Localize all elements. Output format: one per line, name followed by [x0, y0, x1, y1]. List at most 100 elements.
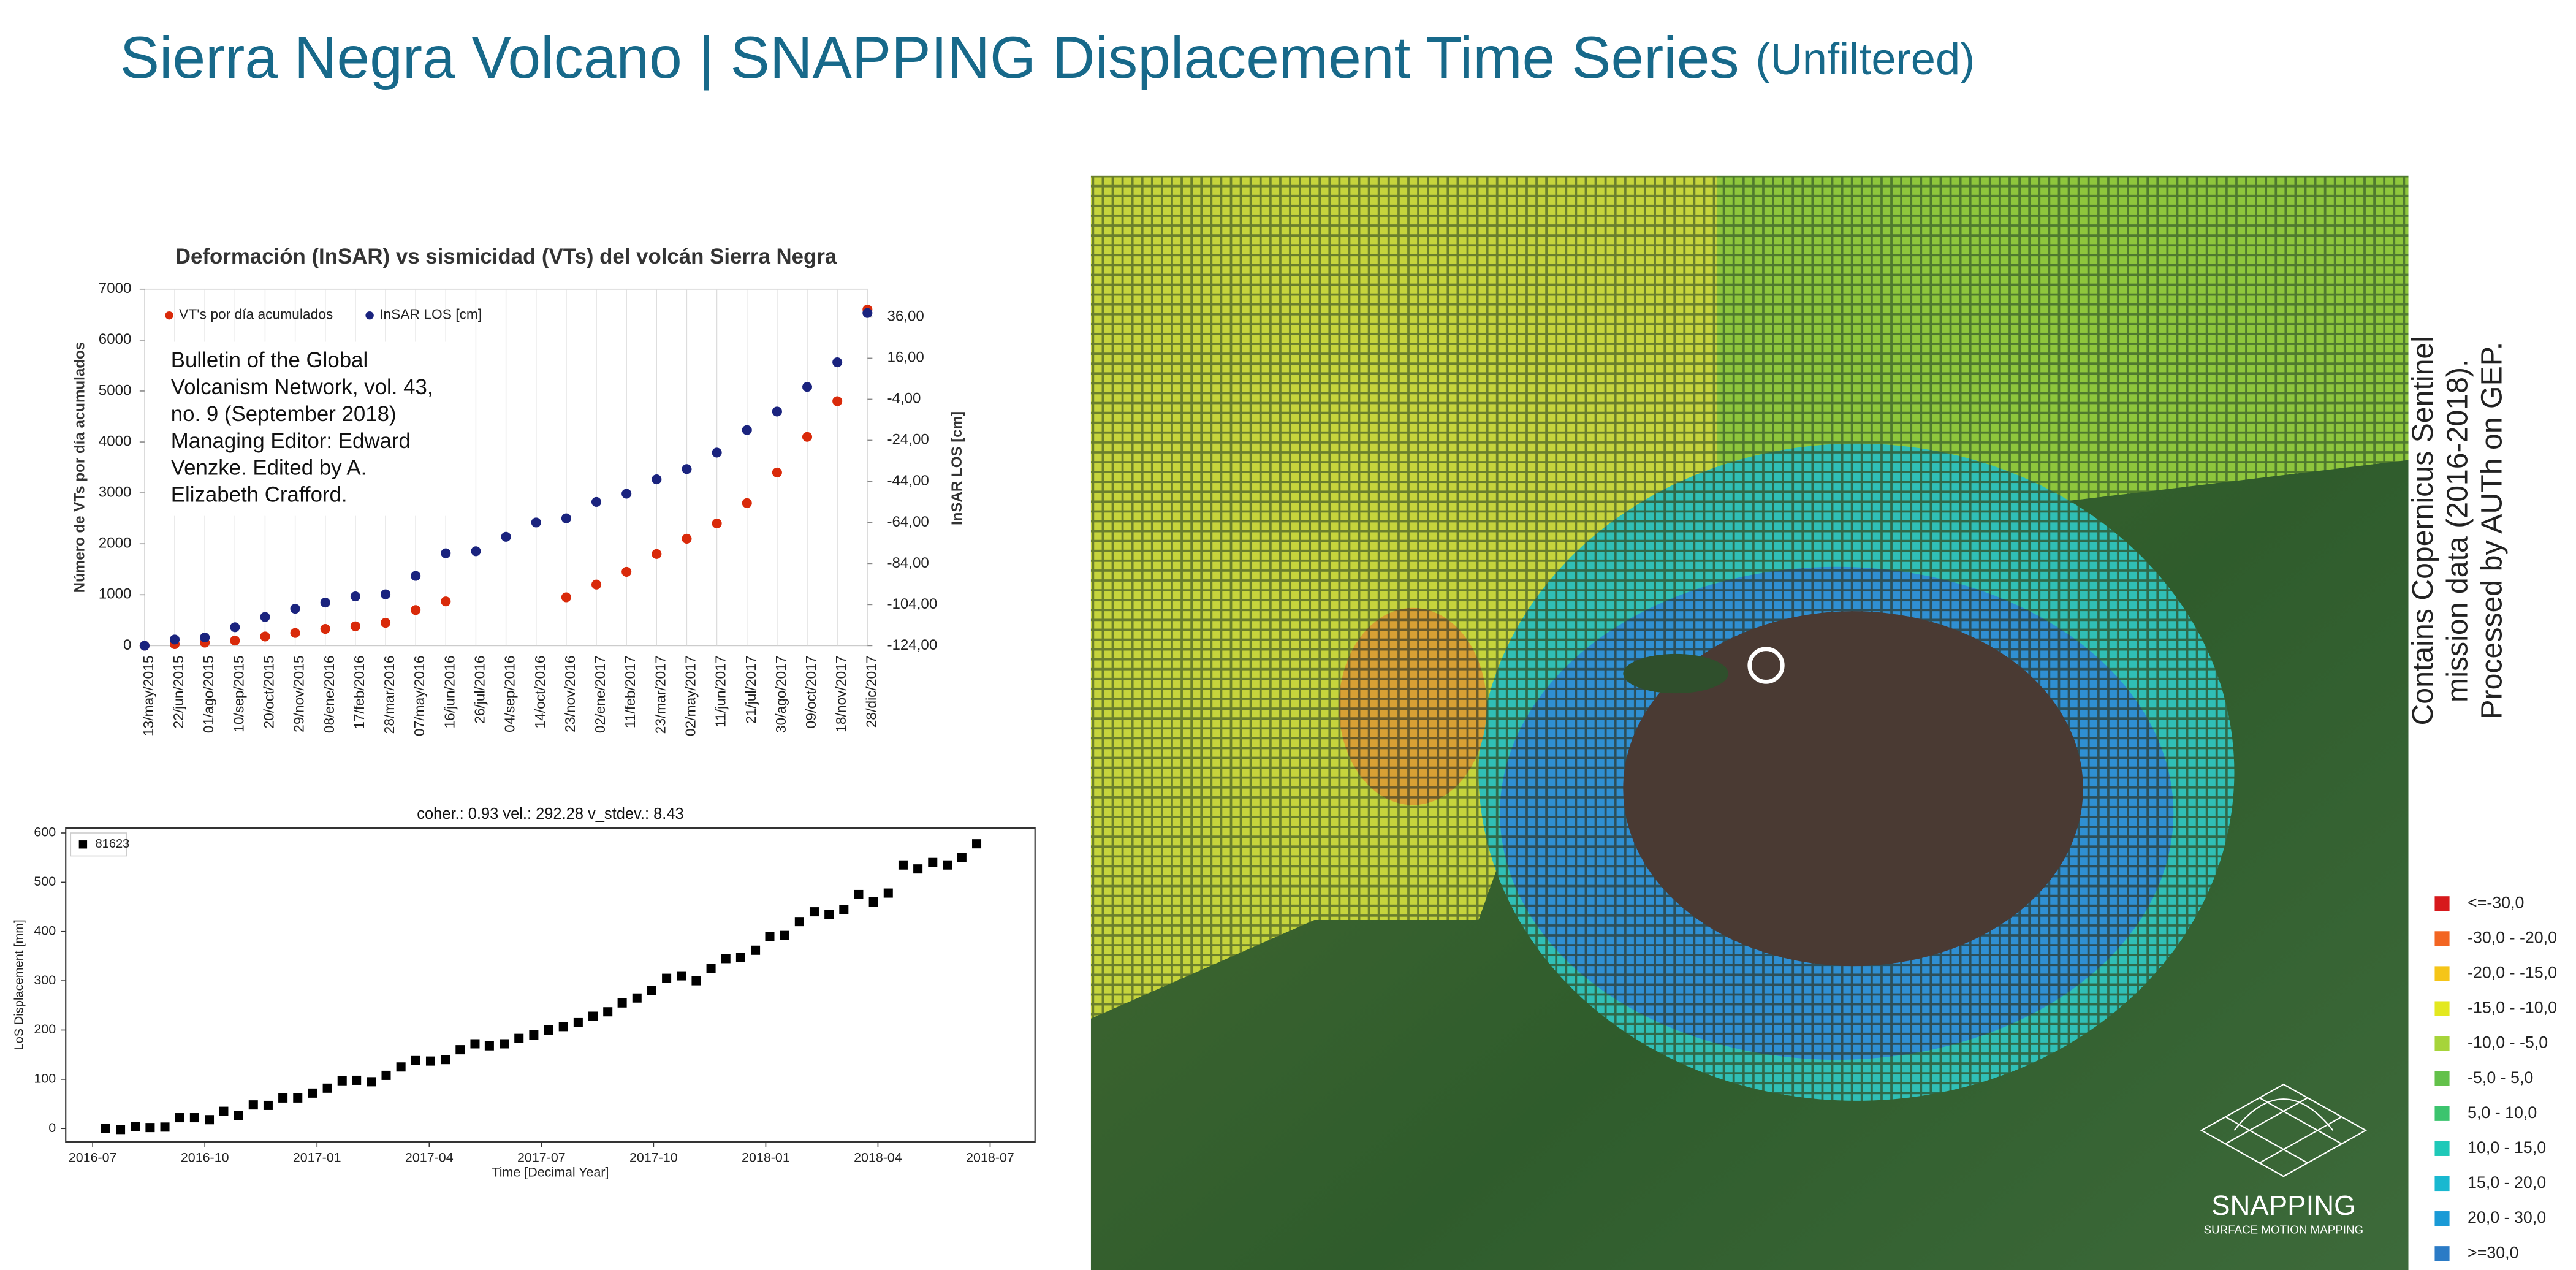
- x-tick-label: 02/ene/2017: [592, 656, 608, 734]
- plot-frame: [65, 827, 1036, 1143]
- data-point: [350, 621, 360, 631]
- y2-tick-label: 36,00: [887, 308, 924, 325]
- data-point: [529, 1030, 539, 1040]
- data-point: [832, 357, 843, 368]
- y-tick-label: 4000: [99, 433, 132, 449]
- data-point: [500, 1039, 509, 1049]
- x-tick-label: 2018-01: [742, 1150, 790, 1165]
- data-point: [290, 628, 300, 638]
- data-point: [772, 406, 782, 417]
- annotation: Venzke. Edited by A.: [171, 456, 367, 480]
- data-point: [712, 518, 722, 529]
- y2-tick-label: -104,00: [887, 596, 937, 612]
- x-tick-label: 2017-10: [629, 1150, 678, 1165]
- slide-title: Sierra Negra Volcano | SNAPPING Displace…: [120, 25, 1975, 91]
- legend-label: 15,0 - 20,0: [2468, 1173, 2546, 1192]
- data-point: [682, 533, 692, 544]
- x-tick-label: 2018-04: [854, 1150, 902, 1165]
- data-point: [691, 976, 701, 986]
- legend-marker: [365, 311, 374, 320]
- data-point: [441, 548, 451, 558]
- chart-title: coher.: 0.93 vel.: 292.28 v_stdev.: 8.43: [417, 805, 683, 823]
- data-point: [662, 973, 672, 983]
- data-point: [647, 986, 656, 995]
- legend-label: >=30,0: [2468, 1243, 2518, 1261]
- y-tick-label: 100: [34, 1071, 56, 1086]
- data-point: [868, 897, 878, 907]
- data-point: [765, 932, 775, 941]
- data-point: [293, 1093, 303, 1103]
- legend-swatch: [2434, 1036, 2450, 1051]
- annotation: Volcanism Network, vol. 43,: [171, 375, 433, 399]
- data-point: [677, 971, 686, 981]
- data-point: [441, 1055, 450, 1065]
- data-point: [561, 513, 571, 523]
- data-point: [632, 993, 642, 1003]
- data-point: [234, 1111, 243, 1120]
- data-point: [802, 382, 813, 392]
- data-point: [561, 592, 571, 603]
- data-point: [380, 617, 391, 628]
- data-point: [308, 1088, 317, 1098]
- y-tick-label: 2000: [99, 535, 132, 552]
- legend-label: 20,0 - 30,0: [2468, 1208, 2546, 1226]
- x-tick-label: 26/jul/2016: [472, 656, 488, 724]
- data-point: [131, 1122, 140, 1131]
- x-tick-label: 2017-04: [405, 1150, 454, 1165]
- data-point: [617, 998, 627, 1008]
- legend-label: VT's por día acumulados: [179, 306, 333, 322]
- data-point: [772, 467, 782, 477]
- data-point: [682, 464, 692, 474]
- data-point: [824, 910, 834, 919]
- y-tick-label: 6000: [99, 331, 132, 348]
- data-point: [603, 1007, 613, 1017]
- data-point: [322, 1083, 332, 1093]
- x-tick-label: 09/oct/2017: [803, 656, 819, 729]
- legend-label: -15,0 - -10,0: [2468, 998, 2557, 1017]
- legend-label: 5,0 - 10,0: [2468, 1103, 2537, 1122]
- legend-label: 10,0 - 15,0: [2468, 1138, 2546, 1157]
- data-point: [573, 1017, 583, 1027]
- x-tick-label: 2017-01: [293, 1150, 341, 1165]
- logo-subtitle: SURFACE MOTION MAPPING: [2204, 1223, 2363, 1236]
- data-point: [832, 396, 843, 406]
- y2-tick-label: -64,00: [887, 514, 929, 530]
- y-tick-label: 200: [34, 1022, 56, 1036]
- y2-tick-label: -84,00: [887, 555, 929, 571]
- data-point: [742, 425, 752, 435]
- data-point: [230, 622, 240, 633]
- data-point: [470, 1039, 480, 1049]
- y2-tick-label: -44,00: [887, 473, 929, 489]
- x-tick-label: 29/nov/2015: [291, 656, 307, 732]
- data-point: [411, 571, 421, 581]
- x-tick-label: 17/feb/2016: [351, 656, 367, 729]
- data-point: [425, 1056, 435, 1066]
- y-axis-label: LoS Displacement [mm]: [12, 919, 26, 1050]
- y-tick-label: 3000: [99, 484, 132, 501]
- data-point: [898, 860, 908, 870]
- x-tick-label: 08/ene/2016: [321, 656, 337, 734]
- data-point: [839, 905, 849, 914]
- data-point: [139, 641, 150, 651]
- data-point: [200, 632, 210, 643]
- data-point: [205, 1115, 215, 1125]
- data-point: [350, 591, 360, 602]
- data-point: [396, 1062, 406, 1072]
- data-point: [219, 1106, 229, 1116]
- legend-swatch: [2434, 1211, 2450, 1226]
- x-tick-label: 23/nov/2016: [562, 656, 578, 732]
- x-tick-label: 2016-07: [69, 1150, 117, 1165]
- x-tick-label: 2017-07: [517, 1150, 566, 1165]
- legend-label: InSAR LOS [cm]: [379, 306, 482, 322]
- x-tick-label: 13/may/2015: [140, 656, 156, 737]
- data-point: [501, 531, 511, 542]
- annotation-box: [161, 341, 473, 516]
- legend-marker: [78, 840, 88, 849]
- data-point: [972, 839, 982, 849]
- data-point: [290, 604, 300, 614]
- legend-label: -20,0 - -15,0: [2468, 964, 2557, 982]
- x-tick-label: 30/ago/2017: [773, 656, 789, 734]
- legend-swatch: [2434, 1106, 2450, 1121]
- x-tick-label: 11/feb/2017: [622, 656, 638, 729]
